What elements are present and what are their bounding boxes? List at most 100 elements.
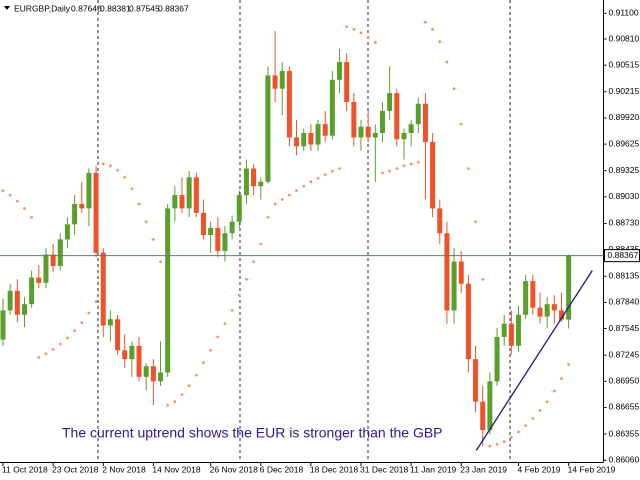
candle-body <box>465 283 471 360</box>
x-tick-label: 4 Feb 2019 <box>518 464 561 474</box>
y-tick-label: 0.87245 <box>609 349 640 359</box>
sar-dot <box>101 162 105 166</box>
sar-dot <box>116 168 119 172</box>
collapse-icon[interactable] <box>4 6 10 10</box>
candle-body <box>165 208 171 373</box>
candle-body <box>222 233 228 251</box>
candle-body <box>43 254 49 283</box>
candle-body <box>544 304 550 317</box>
symbol-label: EURGBP,Daily <box>14 3 71 13</box>
sar-dot <box>80 321 84 325</box>
candle-body <box>208 227 214 235</box>
y-tick-label: 0.89920 <box>609 112 640 122</box>
candle-body <box>451 261 457 311</box>
open-label: 0.87646 <box>71 3 102 13</box>
candle-body <box>200 212 206 235</box>
y-tick-label: 0.89325 <box>609 165 640 175</box>
candle-body <box>0 310 6 340</box>
candle-body <box>473 359 479 402</box>
sar-dot <box>23 206 26 210</box>
y-tick-label: 0.90215 <box>609 86 640 96</box>
candle-body <box>444 233 450 311</box>
candle-body <box>508 323 514 346</box>
candle-body <box>501 323 507 337</box>
candle-body <box>21 304 27 315</box>
candle-body <box>7 290 13 311</box>
sar-dot <box>66 336 69 340</box>
sar-dot <box>402 164 406 168</box>
candle-body <box>480 401 486 431</box>
candle-body <box>551 304 557 311</box>
sar-dot <box>94 300 98 303</box>
sar-dot <box>209 348 213 352</box>
y-tick-label: 0.88135 <box>609 270 640 280</box>
candle-body <box>487 381 493 431</box>
candle-body <box>394 93 400 140</box>
x-tick-label: 23 Oct 2018 <box>52 464 99 474</box>
candle-body <box>172 195 178 209</box>
candle-body <box>430 141 436 209</box>
sar-dot <box>216 335 220 339</box>
sar-dot <box>438 40 442 44</box>
candle-body <box>107 319 113 326</box>
x-tick-label: 26 Nov 2018 <box>210 464 258 474</box>
sar-dot <box>30 215 34 219</box>
y-tick-label: 0.89625 <box>609 138 640 148</box>
candle-body <box>301 133 307 147</box>
sar-dot <box>488 444 492 448</box>
candle-body <box>136 345 142 377</box>
y-tick-label: 0.87545 <box>609 323 640 333</box>
candle-body <box>516 314 522 346</box>
trendline <box>475 270 593 451</box>
candle-body <box>129 345 135 360</box>
sar-dot <box>424 20 427 24</box>
candle-body <box>537 307 543 317</box>
candle-body <box>158 372 164 382</box>
sar-dot <box>166 403 170 407</box>
candle-body <box>286 70 292 138</box>
y-tick-label: 0.88730 <box>609 218 640 228</box>
y-tick-label: 0.86355 <box>609 428 640 438</box>
sar-dot <box>567 363 571 366</box>
candle-body <box>79 203 85 209</box>
sar-dot <box>416 160 420 164</box>
sar-dot <box>474 220 477 224</box>
candle-body <box>251 168 257 187</box>
sar-dot <box>295 189 298 193</box>
x-tick-label: 2 Nov 2018 <box>102 464 146 474</box>
sar-dot <box>381 171 384 175</box>
x-tick-label: 31 Dec 2018 <box>360 464 408 474</box>
sar-dot <box>545 400 549 404</box>
x-tick-label: 11 Jan 2019 <box>410 464 456 474</box>
x-tick-label: 23 Jan 2019 <box>460 464 507 474</box>
close-label: 0.88367 <box>158 3 189 13</box>
sar-dot <box>252 260 256 263</box>
candle-body <box>50 254 56 267</box>
candle-body <box>372 133 378 138</box>
y-tick-label: 0.90515 <box>609 59 640 69</box>
sar-dot <box>352 27 356 31</box>
sar-dot <box>187 384 191 388</box>
sar-dot <box>51 347 55 351</box>
candle-body <box>329 79 335 136</box>
candle-body <box>558 310 564 320</box>
candle-body <box>422 103 428 142</box>
sar-dot <box>366 35 370 39</box>
candle-body <box>193 177 199 213</box>
sar-dot <box>8 193 12 197</box>
sar-dot <box>151 238 155 241</box>
candle-body <box>115 319 121 351</box>
candle-body <box>294 137 300 147</box>
candle-body <box>437 208 443 234</box>
sar-dot <box>481 277 485 281</box>
y-tick-label: 0.88435 <box>609 244 640 254</box>
x-tick-label: 11 Oct 2018 <box>2 464 48 474</box>
sar-dot <box>194 373 198 377</box>
candle-body <box>243 168 249 196</box>
candle-body <box>143 366 149 377</box>
sar-dot <box>37 355 41 359</box>
candle-body <box>86 172 92 209</box>
candle-body <box>401 133 407 140</box>
candle-body <box>72 203 78 225</box>
